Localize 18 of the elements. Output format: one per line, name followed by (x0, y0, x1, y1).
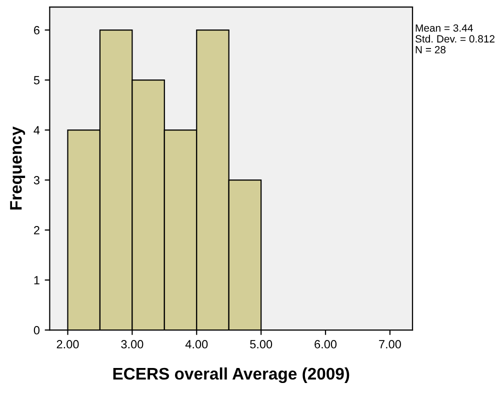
y-tick-label: 3 (34, 176, 40, 184)
x-tick-label: 7.00 (379, 340, 401, 348)
y-tick-label: 4 (34, 126, 40, 134)
text: Std. Dev. = 0.812 (415, 34, 494, 43)
y-axis-title: Frequency (10, 126, 26, 210)
x-tick-label: 3.00 (121, 340, 144, 348)
y-tick-label: 5 (34, 76, 40, 84)
y-tick-label: 6 (34, 26, 40, 34)
x-tick-label: 4.00 (185, 340, 208, 348)
text: N = 28 (416, 46, 446, 54)
x-axis-title: ECERS overall Average (2009) (113, 367, 350, 384)
x-tick-label: 6.00 (314, 340, 337, 348)
x-tick-label: 2.00 (56, 340, 79, 348)
y-tick-label: 2 (34, 226, 40, 234)
y-tick-label: 0 (34, 326, 40, 334)
x-tick-label: 5.00 (250, 340, 272, 348)
y-tick-label: 1 (34, 276, 40, 284)
text: Mean = 3.44 (416, 24, 473, 32)
